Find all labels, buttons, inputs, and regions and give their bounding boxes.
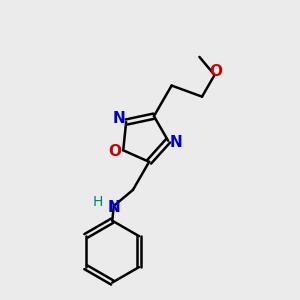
Text: N: N xyxy=(107,200,120,215)
Text: N: N xyxy=(170,135,183,150)
Text: O: O xyxy=(209,64,223,79)
Text: N: N xyxy=(112,111,125,126)
Text: H: H xyxy=(92,195,103,208)
Text: O: O xyxy=(109,144,122,159)
